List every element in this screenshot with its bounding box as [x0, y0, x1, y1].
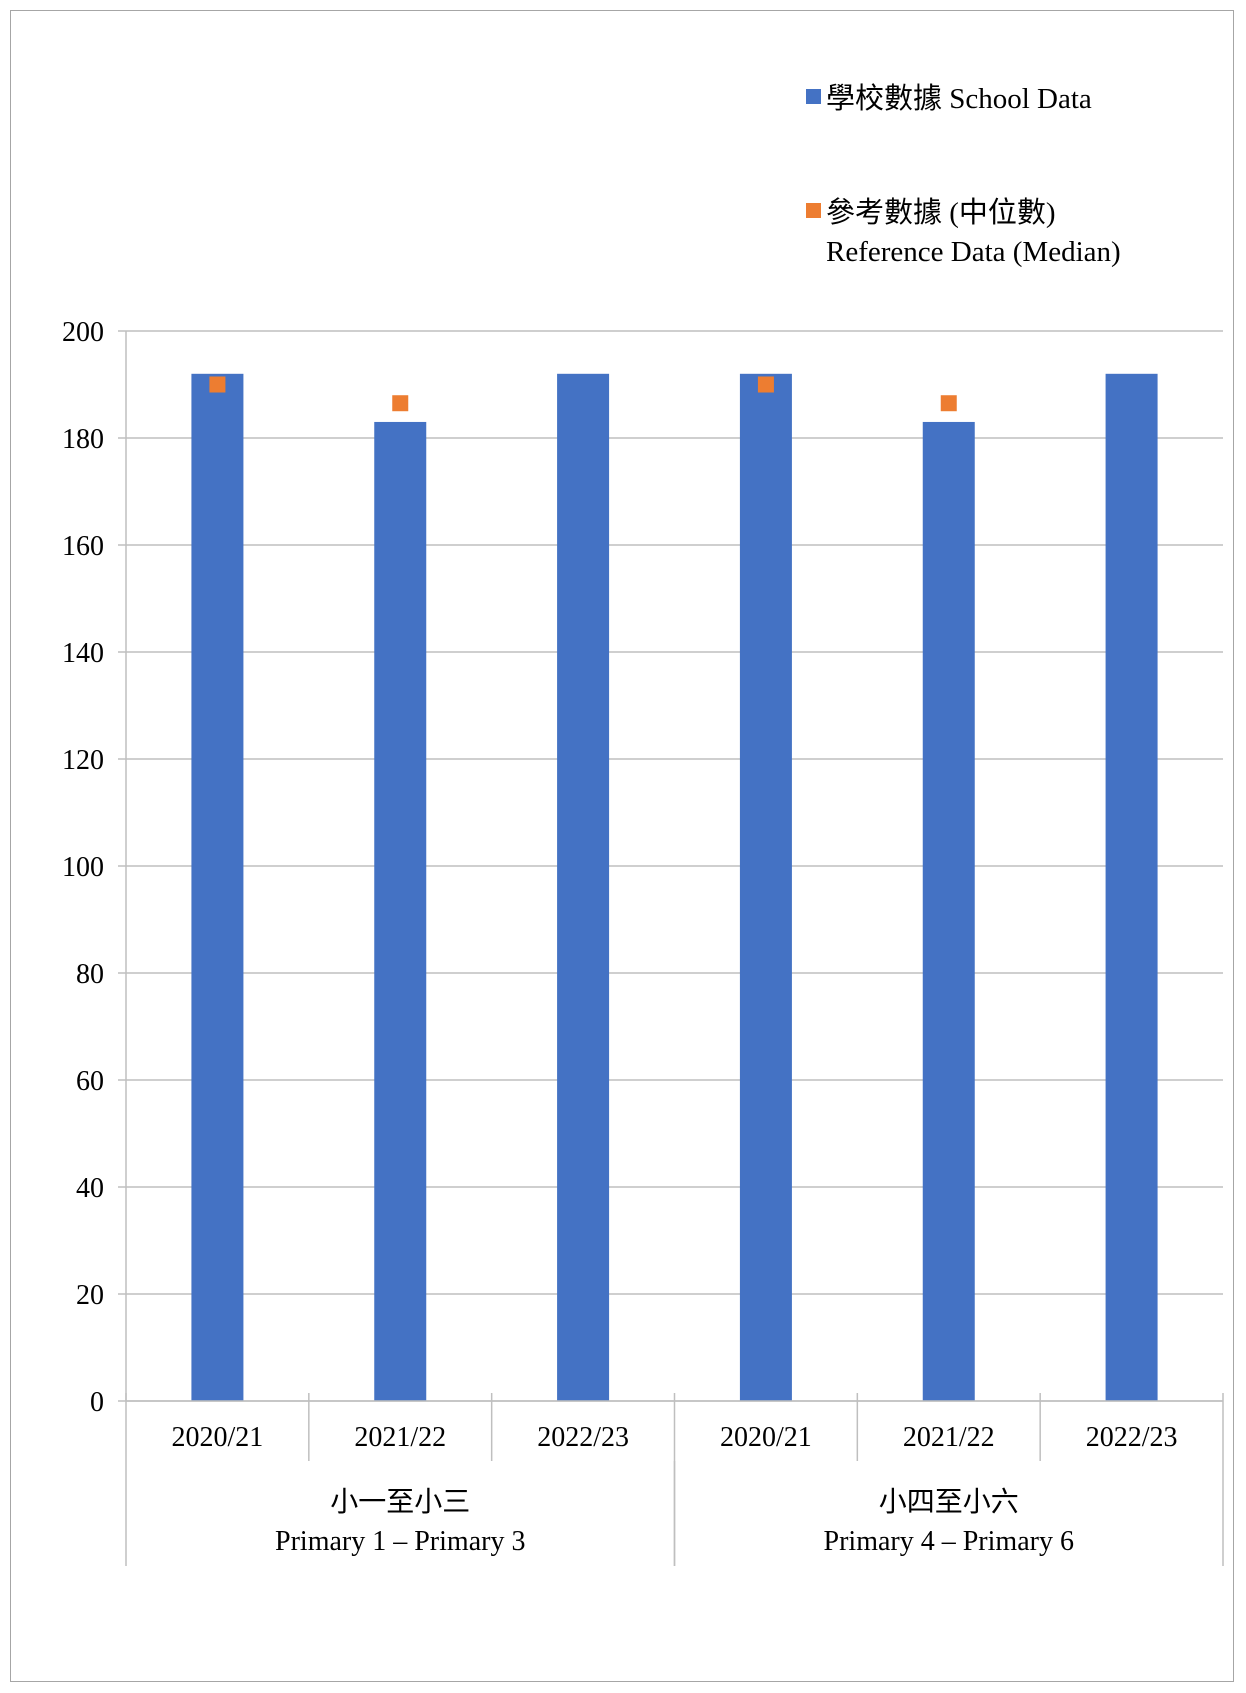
y-tick-label-120: 120 — [62, 745, 104, 776]
bar-school-data-2 — [557, 373, 610, 1401]
x-group-label-en-1: Primary 4 – Primary 6 — [824, 1526, 1074, 1557]
marker-reference-data-1 — [392, 395, 409, 412]
x-group-label-zh-1: 小四至小六 — [879, 1486, 1019, 1518]
marker-reference-data-3 — [757, 376, 774, 393]
marker-reference-data-0 — [209, 376, 226, 393]
legend-swatch-school-data — [806, 89, 821, 104]
y-tick-label-0: 0 — [90, 1387, 104, 1418]
x-tick-label-5: 2022/23 — [1086, 1422, 1178, 1453]
bars — [191, 373, 1158, 1401]
legend-swatch-reference-data — [806, 203, 821, 218]
bar-school-data-1 — [374, 421, 427, 1401]
legend-label-school-data: 學校數據 School Data — [826, 82, 1092, 115]
x-tick-label-4: 2021/22 — [903, 1422, 995, 1453]
x-axis: 2020/21 2021/22 2022/23 2020/21 2021/22 2022/… — [125, 1393, 1224, 1566]
bar-school-data-4 — [922, 421, 975, 1401]
y-tick-label-80: 80 — [76, 959, 104, 990]
chart: 0 20 40 60 80 100 120 140 160 180 200 2020/21 2021/… — [62, 82, 1224, 1566]
x-tick-label-3: 2020/21 — [720, 1422, 812, 1453]
y-tick-label-180: 180 — [62, 424, 104, 455]
y-tick-label-40: 40 — [76, 1173, 104, 1204]
gridlines — [126, 330, 1223, 1402]
bar-school-data-0 — [191, 373, 244, 1401]
y-tick-label-200: 200 — [62, 317, 104, 348]
bar-school-data-3 — [739, 373, 792, 1401]
y-tick-label-20: 20 — [76, 1280, 104, 1311]
chart-frame: 0 20 40 60 80 100 120 140 160 180 200 2020/21 2021/… — [10, 10, 1234, 1682]
marker-reference-data-4 — [940, 395, 957, 412]
legend-label-reference-data-line1: 參考數據 (中位數) — [826, 196, 1056, 229]
legend: 學校數據 School Data 參考數據 (中位數) Reference Da… — [806, 82, 1121, 268]
reference-markers — [209, 376, 957, 412]
legend-label-reference-data-line2: Reference Data (Median) — [826, 236, 1121, 268]
x-tick-label-2: 2022/23 — [537, 1422, 629, 1453]
x-tick-label-0: 2020/21 — [172, 1422, 264, 1453]
y-tick-label-100: 100 — [62, 852, 104, 883]
y-tick-label-160: 160 — [62, 531, 104, 562]
x-group-label-zh-0: 小一至小三 — [330, 1487, 470, 1518]
y-tick-label-140: 140 — [62, 638, 104, 669]
x-group-label-en-0: Primary 1 – Primary 3 — [275, 1526, 525, 1557]
y-axis-ticks: 0 20 40 60 80 100 120 140 160 180 200 — [62, 317, 127, 1418]
bar-school-data-5 — [1105, 373, 1158, 1401]
y-tick-label-60: 60 — [76, 1066, 104, 1097]
x-tick-label-1: 2021/22 — [354, 1422, 446, 1453]
